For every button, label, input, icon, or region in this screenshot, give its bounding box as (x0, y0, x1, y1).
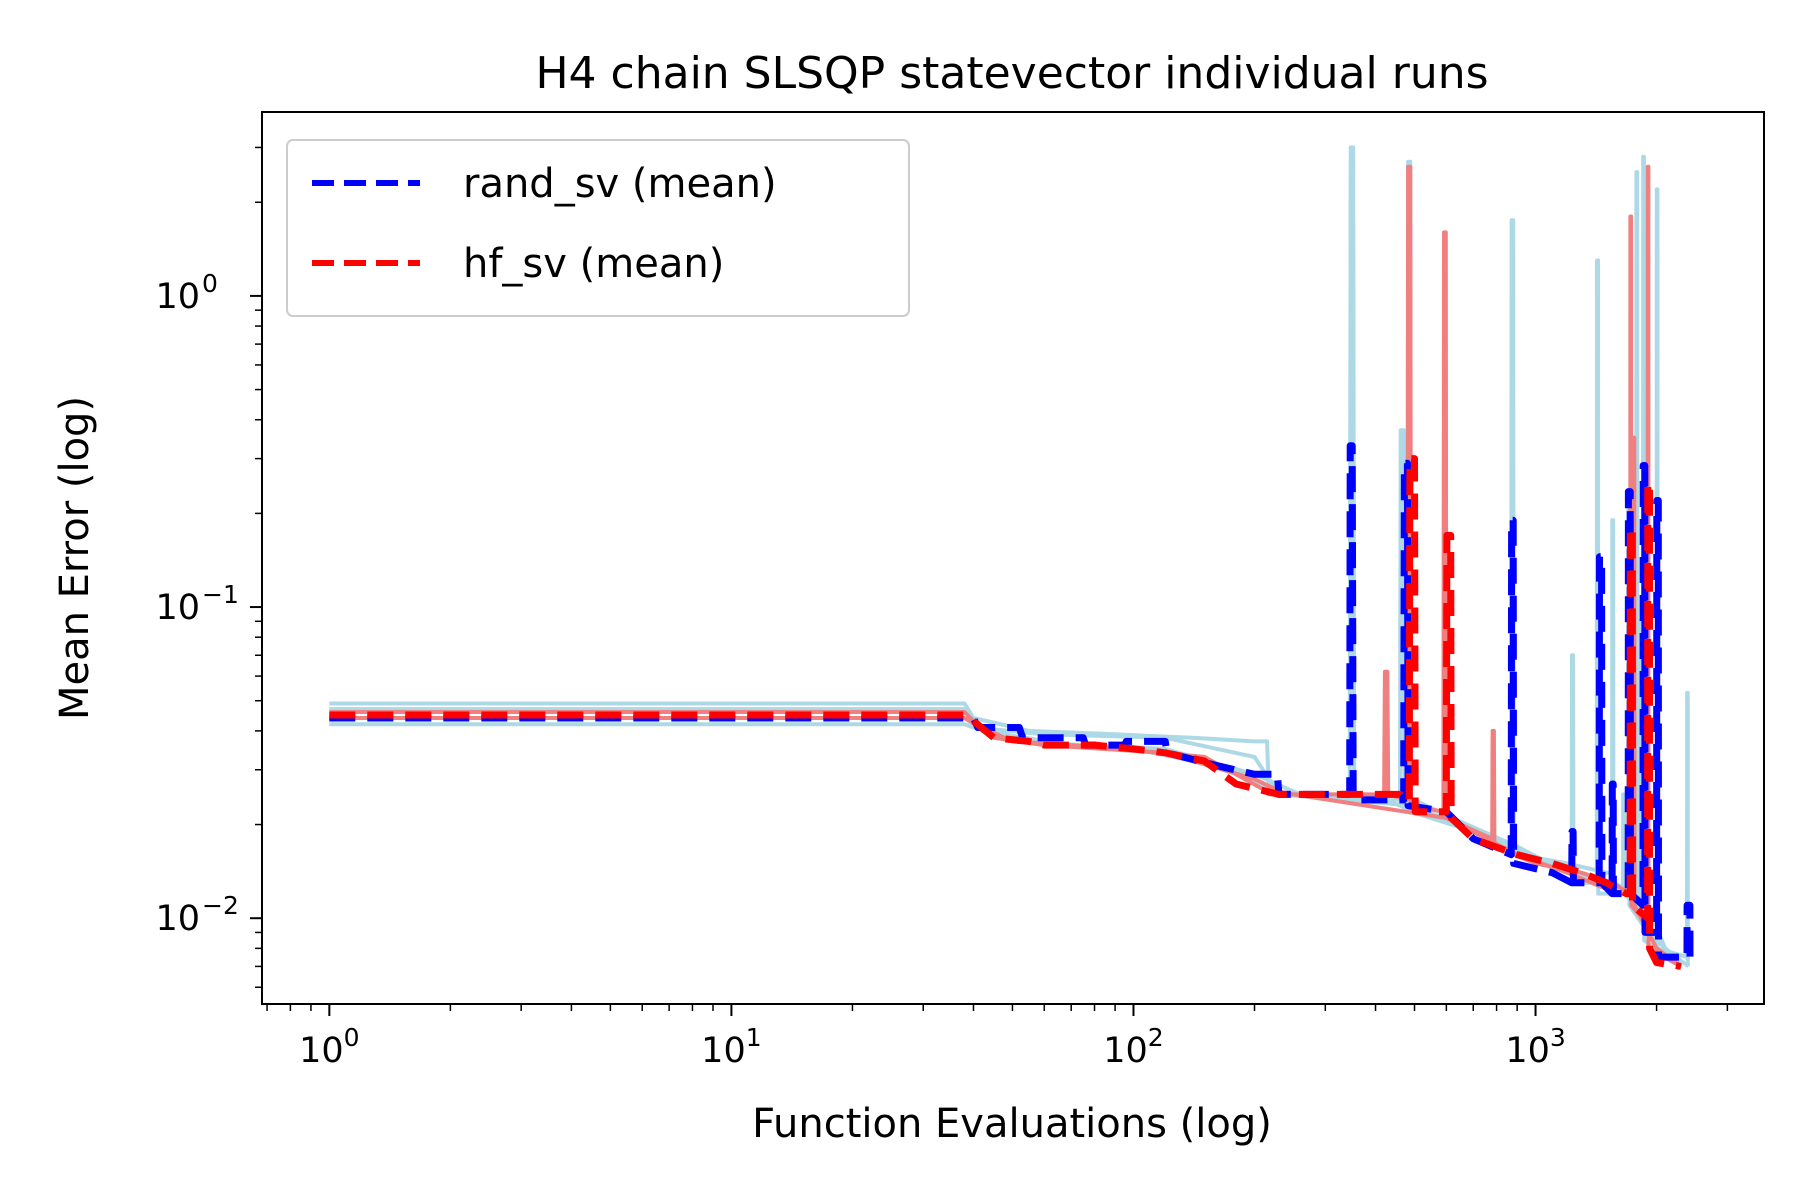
run-line-rand-2 (329, 619, 1683, 965)
x-tick-label: 102 (1103, 1023, 1163, 1071)
series-line-rand-sv (329, 442, 1694, 963)
y-tick-label: 10−1 (155, 580, 238, 628)
x-axis: 100 101 102 103 (266, 1004, 1729, 1071)
y-tick-label: 100 (155, 269, 217, 317)
legend-frame (286, 139, 910, 317)
series-line-hf-sv (329, 455, 1682, 970)
x-axis-label: Function Evaluations (log) (752, 1101, 1272, 1147)
y-axis-label: Mean Error (log) (52, 396, 98, 720)
x-tick-label: 103 (1505, 1023, 1565, 1071)
legend-label-rand: rand_sv (mean) (463, 161, 777, 207)
mean-series (329, 442, 1694, 970)
x-tick-label: 101 (701, 1023, 761, 1071)
y-tick-label: 10−2 (155, 891, 238, 939)
legend: rand_sv (mean) hf_sv (mean) (286, 139, 910, 317)
x-tick-label: 100 (299, 1023, 359, 1071)
chart-title: H4 chain SLSQP statevector individual ru… (535, 48, 1488, 99)
legend-label-hf: hf_sv (mean) (463, 241, 724, 287)
y-axis: 100 10−1 10−2 (155, 146, 262, 988)
